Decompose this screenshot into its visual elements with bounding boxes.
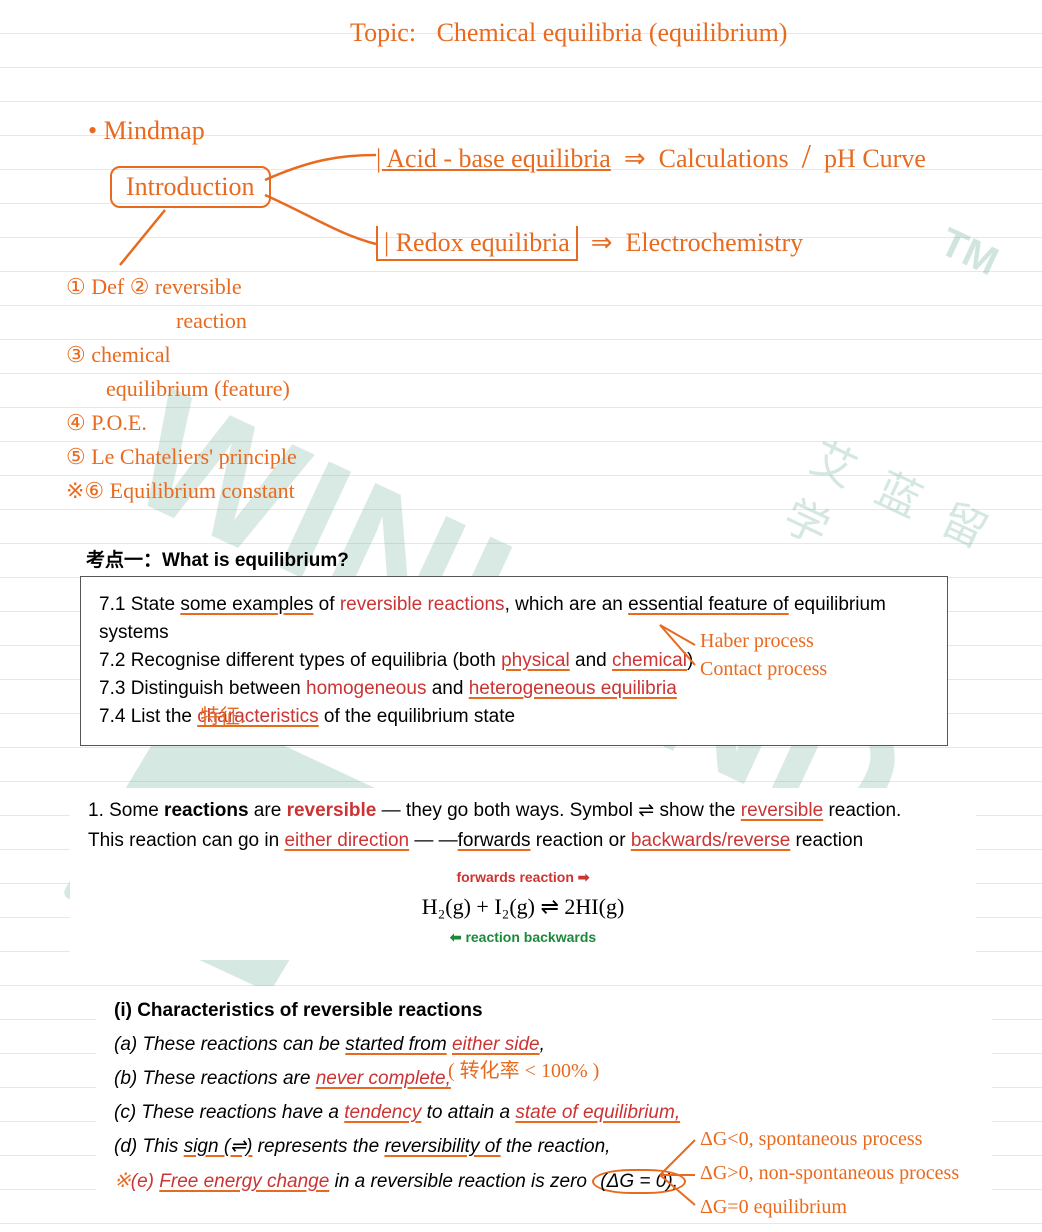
annotation-dg-neg: ΔG<0, spontaneous process: [700, 1128, 922, 1151]
annotation-conversion: ( 转化率 < 100% ): [448, 1054, 599, 1083]
reversible-text-box: 1. Some reactions are reversible — they …: [70, 788, 976, 960]
annotation-haber: Haber process: [700, 630, 814, 653]
annotation-tezheng: 特征.: [200, 700, 245, 729]
topic-label: Topic: Chemical equilibria (equilibrium): [350, 18, 787, 48]
branch-redox: | Redox equilibria ⇒ Electrochemistry: [376, 228, 803, 258]
intro-item-list: ① Def ② reversible reaction ③ chemical e…: [66, 270, 297, 508]
branch-acid-base: | Acid - base equilibria ⇒ Calculations …: [376, 138, 926, 176]
notebook-page: WINLAND TM 艾蓝留学 Topic: Chemical equilibr…: [0, 0, 1042, 1232]
annotation-contact: Contact process: [700, 658, 827, 681]
annotation-dg-pos: ΔG>0, non-spontaneous process: [700, 1162, 959, 1185]
mindmap-bullet: • Mindmap: [88, 116, 205, 146]
annotation-dg-zero: ΔG=0 equilibrium: [700, 1196, 847, 1219]
watermark-tm: TM: [933, 220, 1004, 285]
mindmap-root-box: Introduction: [110, 166, 271, 208]
